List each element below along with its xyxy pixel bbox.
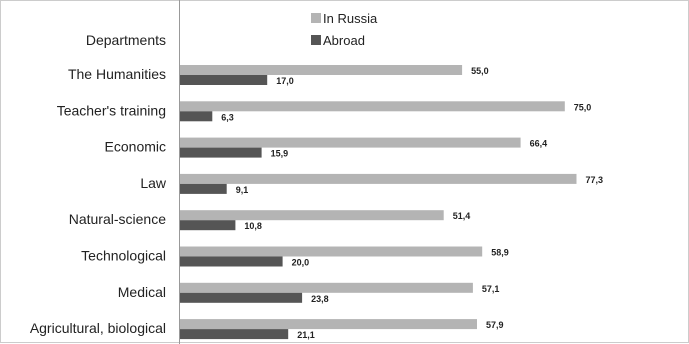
category-label-law: Law bbox=[140, 175, 167, 191]
category-label-agricultural-biological: Agricultural, biological bbox=[30, 320, 166, 336]
bar-in-russia-law bbox=[180, 173, 577, 184]
category-labels: The Humanities Teacher's training Economic… bbox=[30, 66, 167, 336]
bar-abroad-agricultural-biological bbox=[180, 329, 289, 340]
value-label-abroad-medical: 23,8 bbox=[311, 294, 329, 304]
category-label-the-humanities: The Humanities bbox=[68, 66, 166, 82]
legend: In Russia Abroad bbox=[311, 11, 378, 48]
bar-in-russia-agricultural-biological bbox=[180, 319, 477, 330]
legend-swatch-abroad bbox=[311, 35, 321, 45]
value-label-in-russia-law: 77,3 bbox=[586, 175, 604, 185]
category-label-teacher-s-training: Teacher's training bbox=[57, 102, 166, 118]
value-label-abroad-agricultural-biological: 21,1 bbox=[297, 330, 315, 340]
category-label-economic: Economic bbox=[105, 139, 166, 155]
value-label-abroad-law: 9,1 bbox=[236, 185, 249, 195]
value-label-abroad-the-humanities: 17,0 bbox=[276, 76, 294, 86]
legend-label-in-russia: In Russia bbox=[323, 11, 378, 26]
bar-abroad-the-humanities bbox=[180, 75, 268, 85]
bar-in-russia-natural-science bbox=[180, 210, 444, 221]
category-label-medical: Medical bbox=[118, 284, 166, 300]
legend-label-abroad: Abroad bbox=[323, 33, 365, 48]
bar-in-russia-teacher-s-training bbox=[180, 101, 565, 112]
value-label-abroad-economic: 15,9 bbox=[271, 149, 289, 159]
value-label-abroad-technological: 20,0 bbox=[292, 258, 310, 268]
value-label-abroad-natural-science: 10,8 bbox=[244, 221, 262, 231]
value-label-in-russia-technological: 58,9 bbox=[491, 248, 509, 258]
bar-abroad-economic bbox=[180, 147, 262, 158]
bar-abroad-technological bbox=[180, 256, 283, 267]
value-label-in-russia-the-humanities: 55,0 bbox=[471, 66, 489, 76]
value-labels: 55,0 17,0 75,0 6,3 66,4 15,9 77,3 9,1 51,4 10,8 58… bbox=[221, 66, 603, 340]
bars bbox=[180, 65, 577, 340]
value-label-in-russia-economic: 66,4 bbox=[530, 139, 548, 149]
category-label-natural-science: Natural-science bbox=[69, 211, 166, 227]
value-label-abroad-teacher-s-training: 6,3 bbox=[221, 112, 234, 122]
bar-abroad-teacher-s-training bbox=[180, 111, 213, 122]
bar-in-russia-medical bbox=[180, 282, 473, 293]
departments-header: Departments bbox=[86, 32, 166, 48]
bar-in-russia-technological bbox=[180, 246, 483, 257]
bar-abroad-medical bbox=[180, 292, 303, 303]
legend-swatch-in-russia bbox=[311, 13, 321, 23]
value-label-in-russia-natural-science: 51,4 bbox=[453, 211, 471, 221]
bar-in-russia-the-humanities bbox=[180, 65, 463, 75]
bar-abroad-law bbox=[180, 183, 227, 194]
value-label-in-russia-medical: 57,1 bbox=[482, 284, 500, 294]
bar-abroad-natural-science bbox=[180, 220, 236, 231]
category-label-technological: Technological bbox=[81, 248, 166, 264]
value-label-in-russia-agricultural-biological: 57,9 bbox=[486, 320, 504, 330]
value-label-in-russia-teacher-s-training: 75,0 bbox=[574, 102, 592, 112]
bar-in-russia-economic bbox=[180, 137, 521, 148]
